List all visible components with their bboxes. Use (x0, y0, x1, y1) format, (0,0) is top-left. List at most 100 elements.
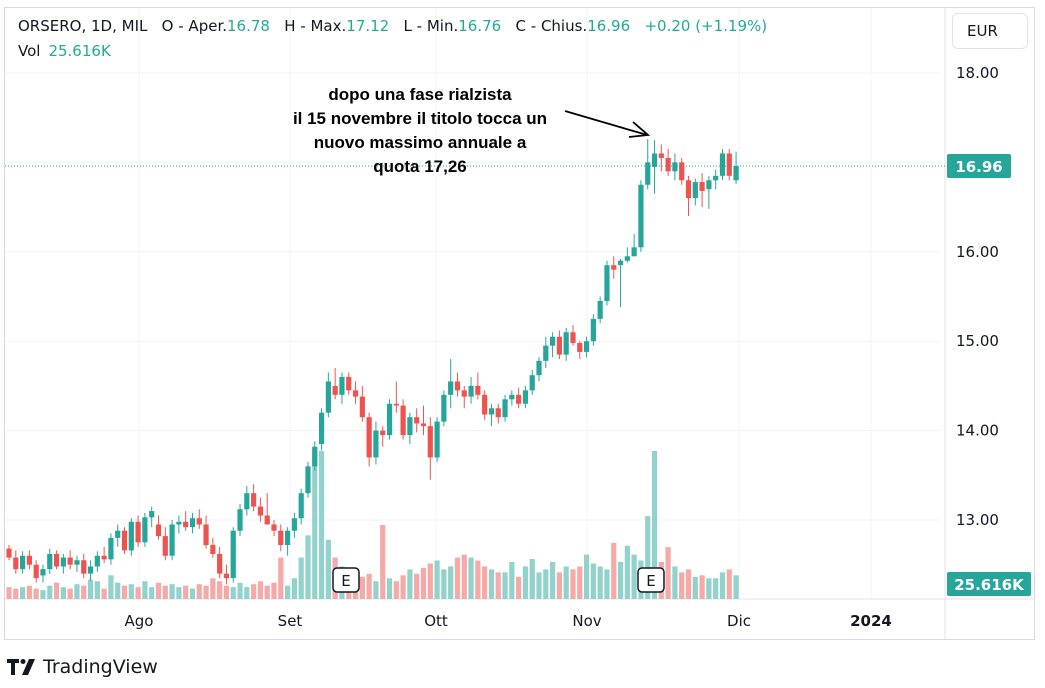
candle-body (488, 408, 495, 415)
candle (536, 357, 542, 382)
volume-bar (26, 585, 32, 599)
candle (203, 515, 209, 549)
candle-body (590, 318, 596, 342)
candle (672, 153, 678, 181)
candle (651, 140, 658, 194)
candle (719, 148, 726, 181)
volume-bar (570, 569, 576, 599)
candle-body (74, 560, 80, 565)
candle (359, 385, 365, 422)
time-tick-label: Ott (424, 612, 448, 630)
candle (19, 551, 26, 574)
volume-bar (312, 451, 318, 599)
candle-body (19, 555, 26, 570)
volume-bar (237, 582, 243, 599)
volume-bar (733, 575, 739, 599)
candle (325, 372, 331, 418)
candle (577, 341, 583, 360)
volume-bar (651, 451, 658, 599)
candle (332, 368, 338, 400)
volume-bar (203, 585, 209, 599)
candle-body (203, 524, 209, 546)
candle (108, 533, 114, 565)
annotation-arrow (564, 110, 651, 138)
candle (339, 372, 345, 404)
candle-body (645, 162, 651, 185)
candle (162, 527, 168, 561)
candle-body (81, 560, 87, 574)
candle-body (271, 524, 277, 531)
volume-bar (692, 576, 698, 599)
volume-label: Vol (18, 42, 41, 60)
volume-bar (516, 576, 522, 599)
volume-bar (13, 588, 19, 599)
high-label: H - Max. (284, 17, 347, 35)
volume-bar (468, 557, 474, 599)
candlestick-chart[interactable]: 18.00 16.00 15.00 14.00 13.00 16.96 25.616K Ago… (5, 8, 1034, 639)
earnings-marker-label: E (646, 572, 655, 590)
volume-bar (6, 587, 12, 599)
candle (196, 509, 202, 529)
candle-body (577, 342, 583, 352)
candle-body (665, 157, 671, 172)
candle (488, 403, 495, 427)
candle-body (400, 405, 406, 436)
candle (516, 387, 522, 409)
candle-body (121, 530, 128, 551)
volume-bar (169, 584, 175, 599)
volume-bar (325, 539, 331, 599)
volume-bar (74, 584, 80, 599)
annotation-line-2: il 15 novembre il titolo tocca un (292, 109, 548, 128)
price-tick-label: 14.00 (956, 422, 999, 440)
candle-body (217, 553, 223, 574)
tradingview-logo[interactable]: TradingView (7, 656, 158, 678)
volume-bar (155, 582, 162, 599)
candle (380, 426, 386, 447)
candle (434, 417, 440, 462)
volume-bar (427, 563, 433, 599)
candle (26, 550, 32, 570)
candle-body (427, 426, 433, 458)
candle-body (325, 381, 331, 413)
volume-bar (53, 582, 60, 599)
volume-bar (196, 584, 202, 599)
candle-body (373, 430, 379, 458)
candle-body (699, 182, 705, 192)
candle (407, 412, 413, 445)
volume-bar (563, 566, 569, 599)
price-tick-label: 18.00 (956, 64, 999, 82)
candle-body (149, 511, 155, 518)
candle (685, 175, 692, 217)
earnings-marker-label: E (341, 572, 350, 590)
candle-body (407, 417, 413, 436)
candle (67, 550, 73, 570)
volume-bar (502, 572, 508, 599)
volume-bar (713, 578, 719, 599)
candle-body (522, 390, 529, 404)
candle-body (94, 555, 100, 567)
candle (366, 412, 372, 467)
candle-body (475, 385, 481, 395)
volume-bar (305, 535, 311, 599)
earnings-marker: E (332, 567, 360, 593)
candle (217, 546, 223, 579)
candle-body (26, 555, 32, 565)
volume-bar (47, 585, 53, 599)
volume-bar (454, 557, 461, 599)
candle (142, 512, 148, 547)
candle-body (563, 332, 569, 355)
candle-body (713, 175, 719, 181)
earnings-marker-box (637, 567, 665, 593)
candle (699, 173, 705, 208)
candle (665, 148, 671, 176)
volume-bar (672, 566, 678, 599)
candle (733, 151, 739, 184)
candle (509, 390, 515, 406)
volume-bar (284, 585, 291, 599)
candle (169, 520, 175, 561)
currency-button[interactable]: EUR (952, 13, 1028, 49)
volume-bar (223, 585, 230, 599)
volume-bar (699, 575, 705, 599)
last-volume-badge-bg (947, 572, 1031, 596)
volume-bar (217, 581, 223, 599)
